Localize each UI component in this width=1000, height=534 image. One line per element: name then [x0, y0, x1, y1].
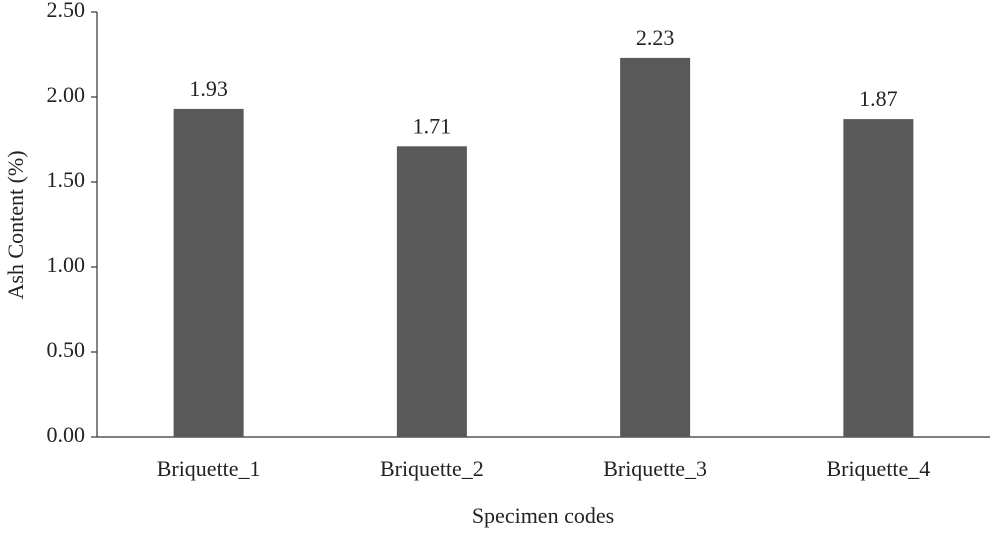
y-axis-label: Ash Content (%)	[3, 150, 28, 299]
data-label: 2.23	[636, 25, 675, 50]
y-tick-label: 0.00	[47, 422, 86, 447]
bar	[843, 119, 914, 437]
y-tick-label: 1.00	[47, 252, 86, 277]
y-tick-label: 2.50	[47, 0, 86, 22]
x-tick-label: Briquette_4	[826, 456, 930, 481]
x-tick-label: Briquette_1	[157, 456, 261, 481]
data-label: 1.87	[859, 86, 898, 111]
data-label: 1.93	[189, 76, 228, 101]
y-tick-label: 1.50	[47, 167, 86, 192]
bar	[173, 108, 244, 438]
x-tick-label: Briquette_3	[603, 456, 707, 481]
x-axis-label: Specimen codes	[472, 503, 614, 528]
x-tick-label: Briquette_2	[380, 456, 484, 481]
bar	[396, 146, 467, 438]
y-tick-label: 2.00	[47, 82, 86, 107]
bar	[620, 57, 691, 438]
data-label: 1.71	[413, 113, 452, 138]
y-tick-label: 0.50	[47, 337, 86, 362]
